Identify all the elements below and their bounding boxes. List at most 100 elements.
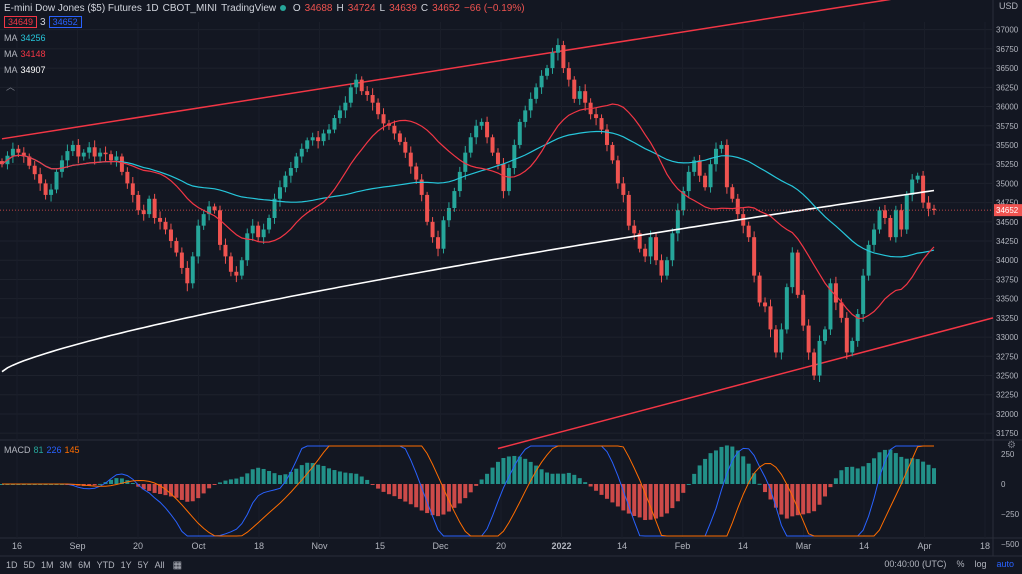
macd-histogram-bar [343,472,348,484]
candle-body [457,171,462,192]
candle-body [130,183,135,195]
log-toggle[interactable]: log [974,559,987,569]
candle-body [806,325,811,353]
candle-body [888,217,893,238]
macd-legend[interactable]: MACD 81 226 145 [4,445,80,455]
x-tick-label: Oct [191,541,206,551]
macd-histogram-bar [654,484,659,519]
candle-body [305,140,310,149]
candle-body [158,217,163,222]
percent-toggle[interactable]: % [956,559,965,569]
candle-body [190,256,195,284]
y-tick-label: 35000 [996,179,1019,188]
macd-histogram-bar [877,452,882,484]
timeframe-5d[interactable]: 5D [23,560,36,570]
x-tick-label: Dec [432,541,449,551]
candle-body [474,125,479,138]
macd-histogram-bar [294,468,299,484]
timeframe-1d[interactable]: 1D [6,560,18,570]
sell-button[interactable]: 34649 [4,16,38,28]
candle-body [822,329,827,341]
upper-trendline [1,0,892,140]
macd-histogram-bar [261,468,266,484]
macd-histogram-bar [643,484,648,521]
candle-body [512,144,517,169]
candle-body [550,52,555,69]
macd-histogram-bar [495,461,500,484]
macd-tick-label: 0 [1001,480,1006,489]
candle-body [506,168,511,192]
timeframe-1y[interactable]: 1Y [120,560,132,570]
timeframe-3m[interactable]: 3M [59,560,73,570]
x-tick-label: Sep [69,541,85,551]
candle-body [839,302,844,318]
macd-histogram-bar [882,449,887,484]
ma-legend-long[interactable]: MA 34907 [4,65,46,75]
macd-histogram-bar [174,484,179,498]
candle-body [419,179,424,195]
timeframe-ytd[interactable]: YTD [96,560,115,570]
pane-settings-icon[interactable]: ⚙ [1007,440,1016,451]
macd-histogram-bar [855,468,860,484]
y-tick-label: 36500 [996,64,1019,73]
buy-button[interactable]: 34652 [48,16,82,28]
macd-tick-label: 250 [1001,450,1015,459]
x-tick-label: Apr [917,541,931,551]
timeframe-1m[interactable]: 1M [41,560,54,570]
macd-histogram-bar [512,455,517,484]
candle-body [899,210,904,230]
candle-body [795,252,800,295]
calendar-icon[interactable]: ▦ [172,559,183,571]
timeframe-6m[interactable]: 6M [78,560,91,570]
candle-body [136,194,141,211]
y-tick-label: 32500 [996,372,1019,381]
macd-histogram-bar [626,484,631,514]
macd-histogram-bar [659,484,664,517]
ma-long-line [1,189,935,373]
macd-histogram-bar [861,466,866,484]
candle-body [468,137,473,153]
candle-body [904,194,909,230]
candle-body [577,91,582,99]
candle-body [10,148,15,156]
candle-body [125,171,130,184]
timeframe-all[interactable]: All [154,560,165,570]
candle-body [16,148,21,153]
timeframe-5y[interactable]: 5Y [137,560,149,570]
macd-histogram-bar [168,484,173,497]
macd-histogram-bar [98,483,103,485]
candle-body [692,160,697,172]
x-tick-label: 20 [133,541,143,551]
ma-legend-short[interactable]: MA 34256 [4,33,46,43]
open-value: 34688 [304,3,333,14]
candle-body [376,102,381,115]
macd-histogram-bar [757,483,762,485]
candle-body [724,144,729,188]
candle-body [703,175,708,188]
candle-body [321,133,326,142]
ma-legend-mid[interactable]: MA 34148 [4,49,46,59]
y-tick-label: 33250 [996,314,1019,323]
candle-body [746,225,751,238]
candle-body [32,165,37,175]
macd-histogram-bar [114,478,119,484]
macd-histogram-bar [234,478,239,484]
macd-histogram-bar [844,467,849,484]
macd-histogram-bar [664,484,669,514]
macd-histogram-bar [899,456,904,484]
candle-body [239,260,244,276]
macd-histogram-bar [866,463,871,484]
bottom-toolbar: 1D 5D 1M 3M 6M YTD 1Y 5Y All ▦ 00:40:00 … [0,556,1022,574]
clock[interactable]: 00:40:00 (UTC) [884,559,947,569]
auto-toggle[interactable]: auto [996,559,1014,569]
x-tick-label: Feb [675,541,691,551]
candle-body [436,237,441,249]
macd-histogram-bar [119,478,124,484]
interval[interactable]: 1D [145,3,159,14]
macd-histogram-bar [697,465,702,484]
macd-histogram-bar [457,484,462,504]
candle-body [501,164,506,192]
collapse-legend-icon[interactable]: ︿ [6,82,16,92]
candle-body [708,164,713,188]
